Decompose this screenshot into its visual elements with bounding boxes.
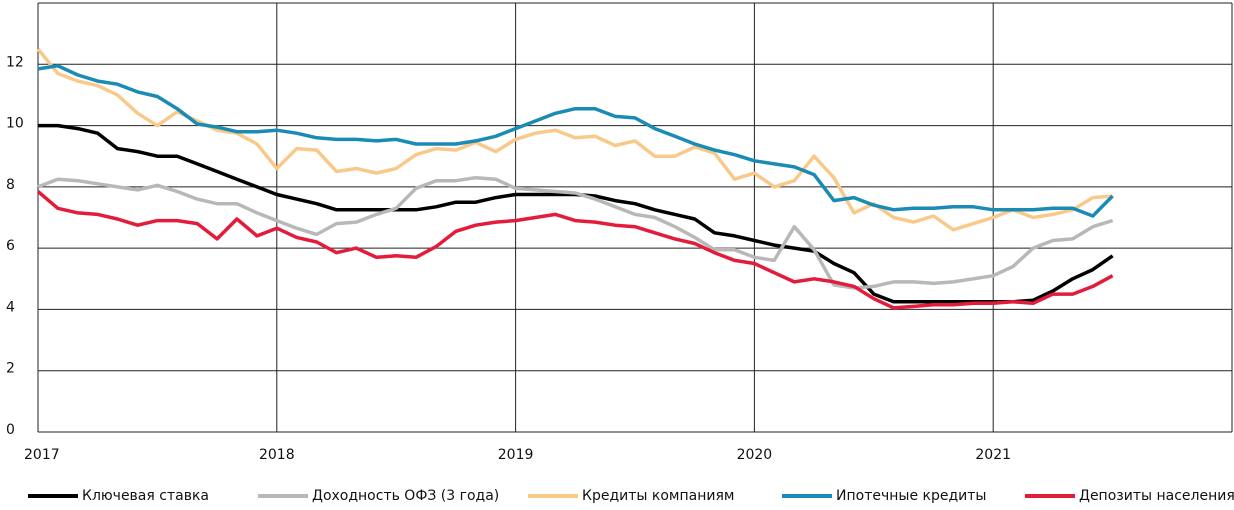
legend-label: Депозиты населения [1079, 488, 1234, 504]
x-tick-label: 2020 [737, 447, 773, 463]
y-tick-label: 2 [6, 361, 15, 377]
series-line [36, 47, 1113, 232]
y-tick-label: 6 [6, 238, 15, 254]
y-tick-label: 10 [6, 116, 24, 132]
x-tick-label: 2021 [975, 447, 1011, 463]
x-tick-label: 2018 [259, 447, 295, 463]
series-line [36, 190, 1114, 310]
legend-label: Кредиты компаниям [582, 488, 734, 504]
x-tick-label: 2017 [24, 447, 60, 463]
series-line [37, 64, 1114, 218]
y-tick-label: 4 [6, 299, 15, 315]
y-tick-label: 12 [6, 54, 24, 70]
x-tick-label: 2019 [498, 447, 534, 463]
y-tick-label: 8 [6, 177, 15, 193]
legend-label: Ипотечные кредиты [836, 488, 986, 504]
legend-label: Ключевая ставка [82, 488, 209, 504]
legend-label: Доходность ОФЗ (3 года) [312, 488, 499, 504]
series-line [38, 123, 1114, 304]
y-tick-label: 0 [6, 422, 15, 438]
series-line [37, 175, 1114, 290]
